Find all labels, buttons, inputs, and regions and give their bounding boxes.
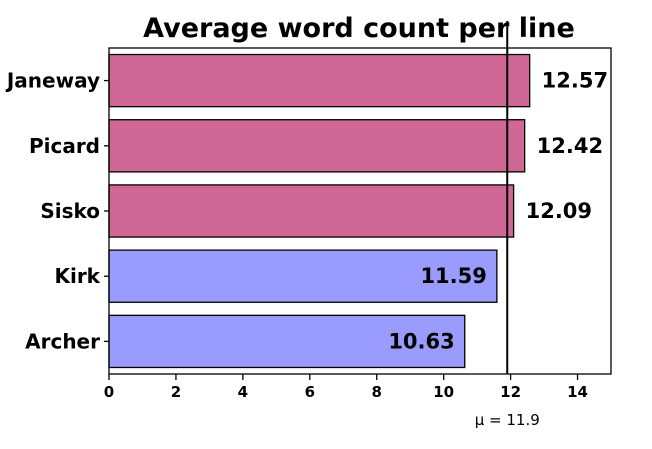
category-label-janeway: Janeway [5,69,100,93]
value-label-kirk: 11.59 [420,264,486,288]
category-label-kirk: Kirk [54,264,100,288]
bar-sisko [108,184,515,238]
bar-kirk [108,249,498,303]
category-label-picard: Picard [29,134,100,158]
category-label-sisko: Sisko [40,199,100,223]
value-label-archer: 10.63 [388,329,454,353]
x-tick-label-0: 0 [104,383,114,401]
category-label-archer: Archer [25,329,100,353]
x-tick-label-14: 14 [567,383,588,401]
value-label-sisko: 12.09 [526,199,592,223]
x-tick-label-12: 12 [500,383,521,401]
value-label-picard: 12.42 [537,134,603,158]
chart-title: Average word count per line [143,13,575,44]
x-tick-label-4: 4 [238,383,248,401]
x-tick-label-2: 2 [171,383,181,401]
bar-janeway [108,53,531,108]
x-tick-label-10: 10 [433,383,454,401]
x-tick-label-6: 6 [305,383,315,401]
x-tick-label-8: 8 [372,383,382,401]
bar-archer [108,314,466,369]
mean-label: μ = 11.9 [475,411,540,429]
value-label-janeway: 12.57 [542,69,608,93]
bar-picard [108,119,526,173]
